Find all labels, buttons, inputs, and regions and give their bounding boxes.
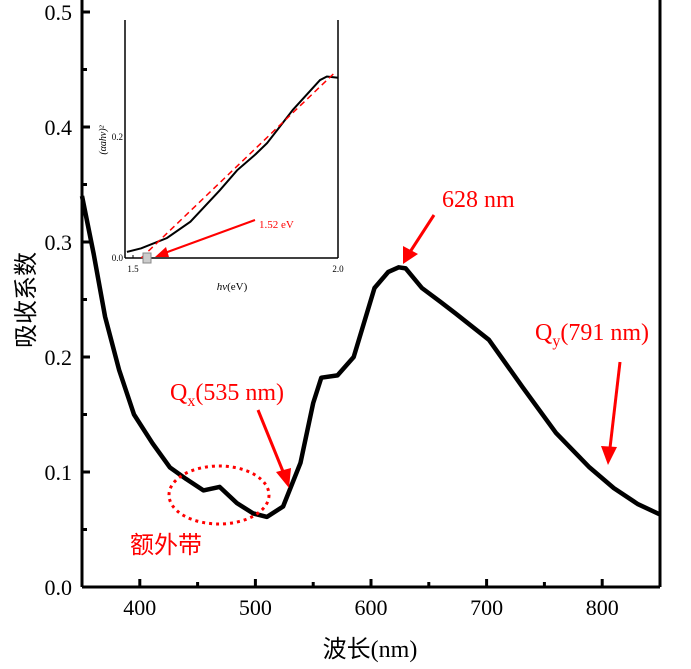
qx-rest: (535 nm): [195, 380, 284, 406]
qy-sub: y: [552, 333, 560, 350]
x-tick-label: 400: [123, 595, 156, 620]
inset-x-label-italic: hv: [217, 281, 228, 293]
main-series-line: [79, 195, 661, 520]
inset-series-line: [126, 75, 339, 253]
x-axis-label: 波长(nm): [323, 636, 418, 663]
arrow-qy: [608, 361, 622, 449]
inset-y-tick-label: 0.0: [112, 253, 124, 263]
y-tick-label: 0.2: [45, 345, 73, 370]
arrowhead-628nm: [403, 246, 418, 264]
arrowhead-qx: [276, 468, 291, 488]
inset-fit-dashed-line: [140, 71, 336, 259]
x-tick-label: 700: [470, 595, 503, 620]
qx-sub: x: [187, 393, 195, 410]
arrow-628nm: [408, 214, 436, 253]
arrowhead-qy: [601, 446, 617, 465]
x-tick-label: 600: [355, 595, 388, 620]
inset-y-label: (αahv)²: [98, 124, 109, 154]
inset-arrowhead: [155, 247, 169, 257]
inset-background: [125, 20, 338, 258]
y-tick-label: 0.4: [45, 115, 73, 140]
qy-q: Q: [535, 320, 552, 346]
y-tick-label: 0.0: [45, 575, 73, 600]
intercept-marker: [142, 252, 152, 264]
y-tick-label: 0.5: [45, 0, 73, 25]
qx-q: Q: [170, 380, 187, 406]
extra-band-ellipse: [167, 464, 271, 526]
y-tick-label: 0.3: [45, 230, 73, 255]
inset-x-tick-label: 1.5: [127, 264, 139, 274]
y-axis-label: 吸收系数: [13, 252, 40, 348]
inset-x-label: hv(eV): [217, 281, 248, 293]
annotation-qx: Qx(535 nm): [170, 380, 284, 410]
annotation-qy: Qy(791 nm): [535, 320, 649, 350]
inset-x-tick-label: 2.0: [332, 264, 344, 274]
inset-axes: 0.0 0.2 1.5 2.0: [112, 20, 344, 274]
inset-arrow: [161, 219, 256, 255]
main-axes: 0.0 0.1 0.2 0.3 0.4 0.5 400 500 600 700 800: [45, 0, 662, 620]
y-tick-label: 0.1: [45, 460, 73, 485]
x-tick-label: 800: [586, 595, 619, 620]
arrow-qx: [256, 409, 286, 475]
annotation-628nm: 628 nm: [442, 187, 515, 213]
x-tick-label: 500: [239, 595, 272, 620]
qy-rest: (791 nm): [560, 320, 649, 346]
annotation-extra-band: 额外带: [130, 532, 202, 559]
inset-y-tick-label: 0.2: [112, 132, 123, 142]
inset-x-label-unit: (eV): [227, 281, 247, 293]
inset-annotation-1-52ev: 1.52 eV: [259, 219, 294, 231]
